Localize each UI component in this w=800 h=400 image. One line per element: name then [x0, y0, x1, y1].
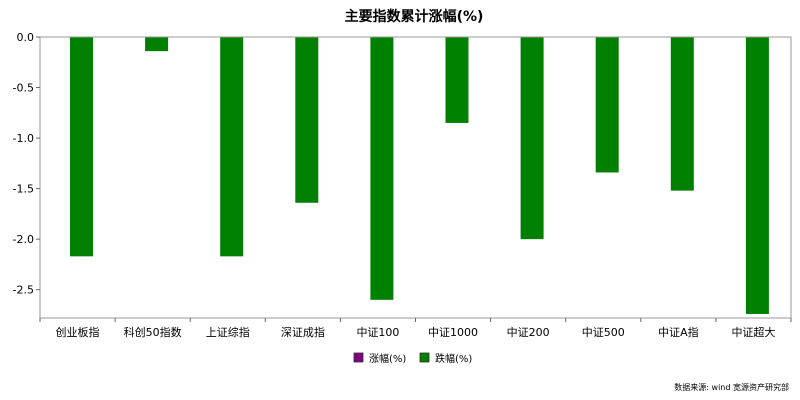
- y-tick-label: -2.5: [13, 284, 34, 297]
- bar: [595, 37, 619, 173]
- x-tick-label: 中证1000: [428, 326, 478, 339]
- legend-swatch: [353, 352, 364, 363]
- axes: 0.0 -0.5 -1.0 -1.5 -2.0 -2.5 创业板指 科创50指数 上证综指 深证成…: [13, 31, 792, 339]
- bar: [145, 37, 169, 52]
- x-tick-label: 中证500: [582, 326, 625, 339]
- y-tick-label: 0.0: [17, 31, 35, 44]
- source-note: 数据来源: wind 宽源资产研究部: [674, 382, 789, 392]
- bar: [220, 37, 244, 257]
- legend-label: 涨幅(%): [369, 352, 406, 365]
- bar: [520, 37, 544, 240]
- y-tick-label: -2.0: [13, 233, 34, 246]
- bar: [745, 37, 769, 314]
- x-tick-label: 中证200: [507, 326, 550, 339]
- x-tick-label: 创业板指: [56, 325, 100, 339]
- bar: [295, 37, 319, 203]
- x-tick-label: 中证A指: [658, 325, 699, 339]
- y-tick-label: -1.5: [13, 183, 34, 196]
- y-tick-label: -1.0: [13, 132, 34, 145]
- chart-title: 主要指数累计涨幅(%): [345, 8, 484, 25]
- y-tick-label: -0.5: [13, 82, 34, 95]
- x-tick-label: 中证100: [356, 326, 399, 339]
- bar: [370, 37, 394, 300]
- bar: [70, 37, 93, 257]
- legend-swatch: [419, 352, 430, 363]
- legend-label: 跌幅(%): [435, 352, 472, 365]
- x-tick-label: 上证综指: [206, 325, 250, 339]
- legend: 涨幅(%) 跌幅(%): [353, 352, 472, 365]
- plot-area: [70, 37, 769, 314]
- bar: [445, 37, 469, 123]
- x-tick-label: 深证成指: [281, 325, 325, 339]
- x-tick-label: 中证超大: [731, 325, 775, 339]
- bar: [670, 37, 694, 191]
- x-tick-label: 科创50指数: [124, 325, 182, 339]
